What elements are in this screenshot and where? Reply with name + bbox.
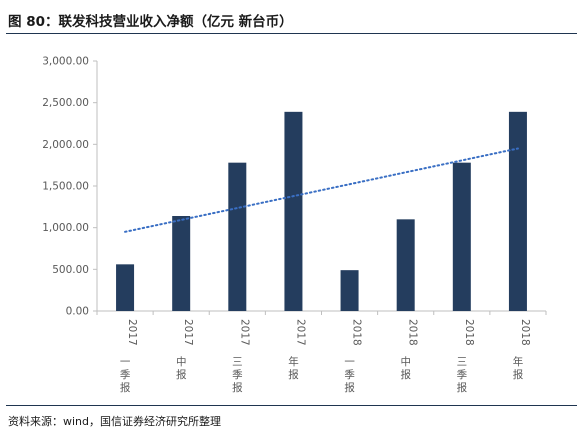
x-tick-label-char: 中: [400, 355, 411, 368]
x-tick-label-char: 三: [232, 356, 243, 368]
x-tick-label-year: 2017: [126, 319, 138, 346]
x-tick-label-char: 报: [176, 368, 187, 381]
x-tick-label-char: 报: [288, 368, 299, 381]
x-tick-label: 2018 中报: [400, 319, 418, 381]
y-tick-label: 500.00: [52, 264, 89, 276]
x-tick-label-char: 三: [457, 356, 468, 368]
x-tick-label-char: 一: [120, 356, 131, 368]
x-tick-label-char: 报: [513, 368, 524, 381]
bar: [284, 111, 303, 311]
x-tick-label-char: 年: [288, 355, 299, 368]
y-tick-label: 1,500.00: [42, 181, 89, 193]
x-tick-label: 2017 年报: [288, 319, 306, 381]
x-tick-label-char: 报: [232, 381, 243, 394]
x-tick-label-year: 2017: [182, 319, 194, 346]
bar: [452, 162, 471, 311]
x-tick-label-char: 报: [344, 381, 355, 394]
x-tick-label: 2018 一季报: [344, 319, 362, 394]
figure-title: 图 80：联发科技营业收入净额（亿元 新台币）: [8, 14, 293, 30]
y-tick-label: 2,500.00: [42, 97, 89, 109]
title-divider: [6, 33, 577, 34]
x-tick-label-char: 季: [457, 369, 468, 381]
x-tick-label-char: 季: [344, 369, 355, 381]
x-tick-label: 2018 年报: [513, 319, 531, 381]
footer-divider: [6, 405, 577, 406]
x-tick-label: 2017 一季报: [120, 319, 138, 394]
x-tick-label-char: 年: [513, 355, 524, 368]
y-tick-label: 2,000.00: [42, 139, 89, 151]
bar: [340, 270, 359, 311]
bar: [396, 219, 415, 311]
source-note: 资料来源：wind，国信证券经济研究所整理: [8, 415, 222, 428]
x-tick-label-char: 报: [120, 381, 131, 394]
x-tick-label: 2017 中报: [176, 319, 194, 381]
x-tick-label-year: 2018: [407, 319, 419, 346]
x-axis: 2017一季报2017中报2017三季报2017年报2018一季报2018中报2…: [96, 310, 547, 394]
x-tick-label-year: 2018: [351, 319, 363, 346]
y-axis: 0.00 500.00 1,000.00 1,500.00 2,000.00 2,500.…: [42, 56, 98, 318]
bar: [508, 111, 527, 311]
x-tick-label: 2018 三季报: [457, 319, 475, 394]
x-tick-label-char: 中: [176, 355, 187, 368]
bar: [228, 162, 247, 311]
x-tick-label-year: 2017: [294, 319, 306, 346]
x-tick-label-char: 报: [400, 368, 411, 381]
trendline: [124, 147, 519, 233]
x-tick-label-char: 季: [232, 369, 243, 381]
x-tick-label-year: 2018: [519, 319, 531, 346]
bar: [172, 216, 191, 311]
y-tick-label: 0.00: [66, 306, 89, 318]
bar-series: [116, 111, 527, 311]
x-tick-label-char: 一: [344, 356, 355, 368]
x-tick-label-char: 报: [457, 381, 468, 394]
x-tick-label-char: 季: [120, 369, 131, 381]
x-tick-label-year: 2018: [463, 319, 475, 346]
y-tick-label: 3,000.00: [42, 56, 89, 68]
x-tick-label: 2017 三季报: [232, 319, 250, 394]
y-tick-label: 1,000.00: [42, 222, 89, 234]
bar-chart: 0.00 500.00 1,000.00 1,500.00 2,000.00 2,500.…: [42, 56, 547, 394]
trendline-path: [124, 147, 519, 233]
bar: [116, 264, 135, 311]
x-tick-label-year: 2017: [238, 319, 250, 346]
